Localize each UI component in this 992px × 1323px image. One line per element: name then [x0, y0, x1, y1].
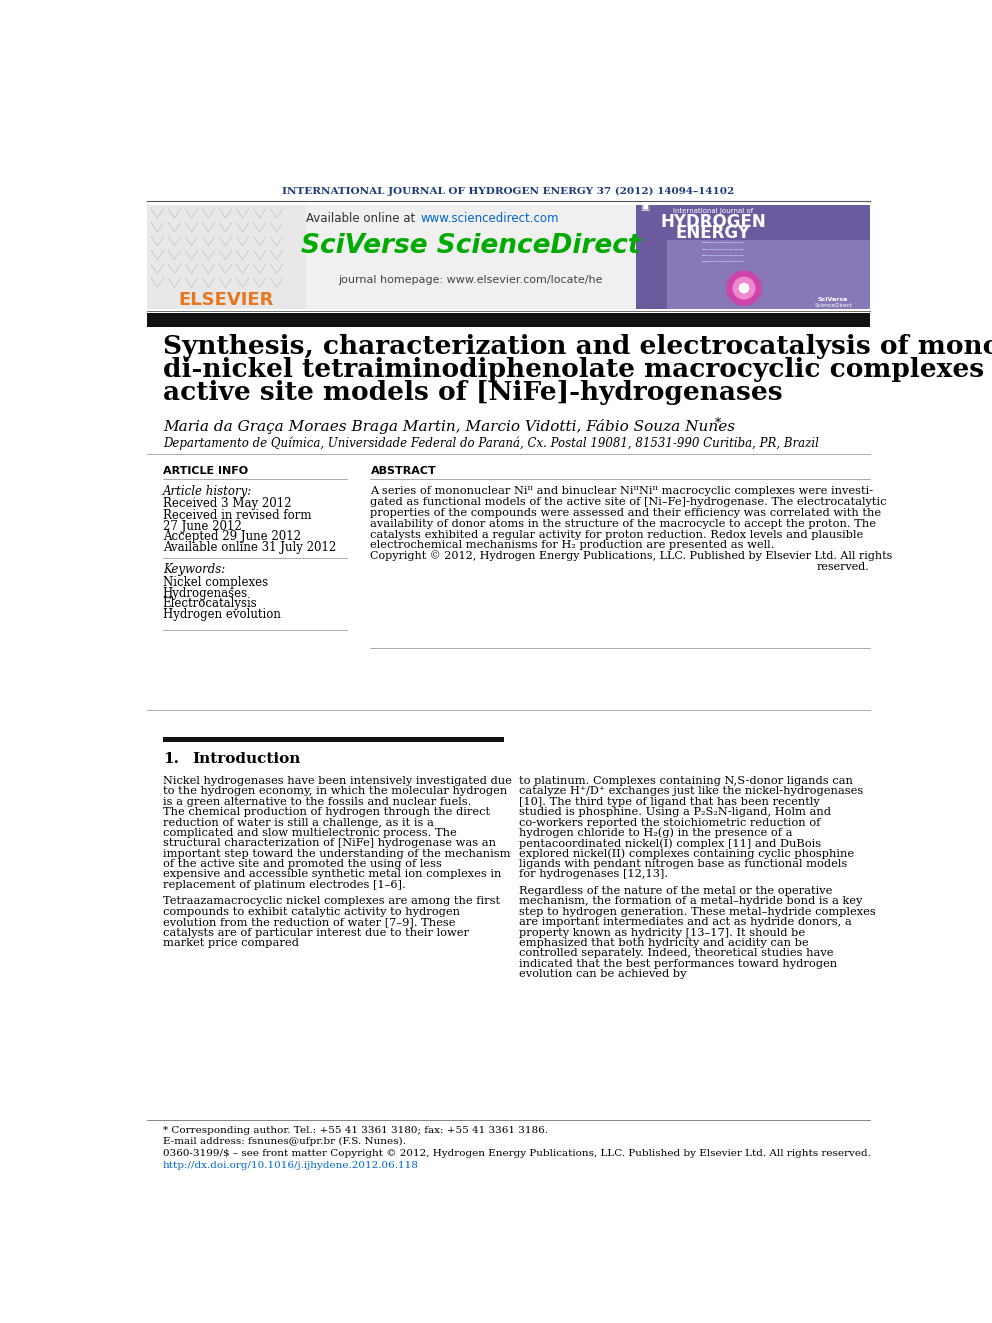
Text: gated as functional models of the active site of [Ni–Fe]-hydrogenase. The electr: gated as functional models of the active… — [370, 497, 887, 507]
Text: 1.: 1. — [163, 753, 179, 766]
Text: ABSTRACT: ABSTRACT — [370, 467, 436, 476]
Text: complicated and slow multielectronic process. The: complicated and slow multielectronic pro… — [163, 828, 456, 837]
Text: Hydrogen evolution: Hydrogen evolution — [163, 609, 281, 620]
Text: compounds to exhibit catalytic activity to hydrogen: compounds to exhibit catalytic activity … — [163, 906, 459, 917]
Text: INTERNATIONAL JOURNAL OF HYDROGEN ENERGY 37 (2012) 14094–14102: INTERNATIONAL JOURNAL OF HYDROGEN ENERGY… — [283, 187, 734, 196]
Text: studied is phosphine. Using a P₂S₂N-ligand, Holm and: studied is phosphine. Using a P₂S₂N-liga… — [519, 807, 831, 818]
Text: HYDROGEN: HYDROGEN — [660, 213, 766, 232]
Text: active site models of [NiFe]-hydrogenases: active site models of [NiFe]-hydrogenase… — [163, 380, 783, 405]
Text: evolution from the reduction of water [7–9]. These: evolution from the reduction of water [7… — [163, 917, 455, 927]
Text: Nickel hydrogenases have been intensively investigated due: Nickel hydrogenases have been intensivel… — [163, 775, 512, 786]
Text: to platinum. Complexes containing N,S-donor ligands can: to platinum. Complexes containing N,S-do… — [519, 775, 853, 786]
Text: availability of donor atoms in the structure of the macrocycle to accept the pro: availability of donor atoms in the struc… — [370, 519, 877, 529]
Text: evolution can be achieved by: evolution can be achieved by — [519, 970, 686, 979]
Text: property known as hydricity [13–17]. It should be: property known as hydricity [13–17]. It … — [519, 927, 806, 938]
Text: The chemical production of hydrogen through the direct: The chemical production of hydrogen thro… — [163, 807, 490, 818]
Text: indicated that the best performances toward hydrogen: indicated that the best performances tow… — [519, 959, 837, 968]
Text: Maria da Graça Moraes Braga Martin, Marcio Vidotti, Fábio Souza Nunes: Maria da Graça Moraes Braga Martin, Marc… — [163, 419, 735, 434]
Text: Nickel complexes: Nickel complexes — [163, 576, 268, 589]
Text: Synthesis, characterization and electrocatalysis of mono- and: Synthesis, characterization and electroc… — [163, 335, 992, 359]
Bar — [667, 239, 870, 308]
Bar — [147, 205, 307, 308]
Text: of the active site and promoted the using of less: of the active site and promoted the usin… — [163, 859, 441, 869]
Text: co-workers reported the stoichiometric reduction of: co-workers reported the stoichiometric r… — [519, 818, 820, 827]
Text: SciVerse ScienceDirect: SciVerse ScienceDirect — [301, 233, 640, 259]
Text: ENERGY: ENERGY — [676, 225, 750, 242]
Text: http://dx.doi.org/10.1016/j.ijhydene.2012.06.118: http://dx.doi.org/10.1016/j.ijhydene.201… — [163, 1160, 419, 1170]
Text: Tetraazamacrocyclic nickel complexes are among the first: Tetraazamacrocyclic nickel complexes are… — [163, 897, 500, 906]
Text: SciVerse: SciVerse — [818, 298, 848, 302]
Text: for hydrogenases [12,13].: for hydrogenases [12,13]. — [519, 869, 669, 880]
Text: di-nickel tetraiminodiphenolate macrocyclic complexes as: di-nickel tetraiminodiphenolate macrocyc… — [163, 357, 992, 382]
Text: A series of mononuclear Niᴵᴵ and binuclear NiᴵᴵNiᴵᴵ macrocyclic complexes were i: A series of mononuclear Niᴵᴵ and binucle… — [370, 487, 874, 496]
Text: reserved.: reserved. — [816, 562, 870, 572]
Text: ScienceDirect: ScienceDirect — [814, 303, 852, 308]
Text: Available online at: Available online at — [306, 212, 419, 225]
Text: * Corresponding author. Tel.: +55 41 3361 3180; fax: +55 41 3361 3186.: * Corresponding author. Tel.: +55 41 336… — [163, 1126, 548, 1135]
Text: ─────────────────: ───────────────── — [701, 259, 744, 265]
Text: controlled separately. Indeed, theoretical studies have: controlled separately. Indeed, theoretic… — [519, 949, 833, 958]
Text: structural characterization of [NiFe] hydrogenase was an: structural characterization of [NiFe] hy… — [163, 839, 496, 848]
Text: ─────────────────: ───────────────── — [701, 247, 744, 251]
Text: ─────────────────: ───────────────── — [701, 254, 744, 258]
Circle shape — [733, 278, 755, 299]
Text: properties of the compounds were assessed and their efficiency was correlated wi: properties of the compounds were assesse… — [370, 508, 882, 519]
Text: Available online 31 July 2012: Available online 31 July 2012 — [163, 541, 336, 554]
Text: reduction of water is still a challenge, as it is a: reduction of water is still a challenge,… — [163, 818, 434, 827]
Text: [10]. The third type of ligand that has been recently: [10]. The third type of ligand that has … — [519, 796, 820, 807]
Text: emphasized that both hydricity and acidity can be: emphasized that both hydricity and acidi… — [519, 938, 808, 949]
Text: is a green alternative to the fossils and nuclear fuels.: is a green alternative to the fossils an… — [163, 796, 471, 807]
Bar — [307, 205, 636, 308]
Text: 0360-3199/$ – see front matter Copyright © 2012, Hydrogen Energy Publications, L: 0360-3199/$ – see front matter Copyright… — [163, 1150, 871, 1158]
Text: ─────────────────: ───────────────── — [701, 242, 744, 246]
Bar — [163, 737, 504, 742]
Text: Hydrogenases: Hydrogenases — [163, 586, 248, 599]
Text: market price compared: market price compared — [163, 938, 299, 949]
Text: catalysts are of particular interest due to their lower: catalysts are of particular interest due… — [163, 927, 469, 938]
Text: Accepted 29 June 2012: Accepted 29 June 2012 — [163, 531, 301, 544]
Text: E-mail address: fsnunes@ufpr.br (F.S. Nunes).: E-mail address: fsnunes@ufpr.br (F.S. Nu… — [163, 1136, 406, 1146]
Text: Regardless of the nature of the metal or the operative: Regardless of the nature of the metal or… — [519, 886, 832, 896]
Text: ARTICLE INFO: ARTICLE INFO — [163, 467, 248, 476]
Text: pentacoordinated nickel(I) complex [11] and DuBois: pentacoordinated nickel(I) complex [11] … — [519, 837, 821, 848]
Text: catalysts exhibited a regular activity for proton reduction. Redox levels and pl: catalysts exhibited a regular activity f… — [370, 529, 864, 540]
Bar — [147, 312, 870, 327]
Bar — [636, 205, 870, 308]
Text: ligands with pendant nitrogen base as functional models: ligands with pendant nitrogen base as fu… — [519, 859, 847, 869]
Text: electrochemical mechanisms for H₂ production are presented as well.: electrochemical mechanisms for H₂ produc… — [370, 540, 775, 550]
Text: Received in revised form: Received in revised form — [163, 509, 311, 521]
Text: Introduction: Introduction — [192, 753, 301, 766]
Circle shape — [739, 283, 749, 292]
Text: step to hydrogen generation. These metal–hydride complexes: step to hydrogen generation. These metal… — [519, 906, 876, 917]
Text: journal homepage: www.elsevier.com/locate/he: journal homepage: www.elsevier.com/locat… — [338, 275, 603, 286]
Text: Departamento de Química, Universidade Federal do Paraná, Cx. Postal 19081, 81531: Departamento de Química, Universidade Fe… — [163, 437, 818, 450]
Text: Electrocatalysis: Electrocatalysis — [163, 597, 258, 610]
Text: www.sciencedirect.com: www.sciencedirect.com — [420, 212, 558, 225]
Text: important step toward the understanding of the mechanism: important step toward the understanding … — [163, 848, 510, 859]
Text: Received 3 May 2012: Received 3 May 2012 — [163, 497, 292, 511]
Circle shape — [727, 271, 761, 306]
Text: hydrogen chloride to H₂(g) in the presence of a: hydrogen chloride to H₂(g) in the presen… — [519, 828, 793, 839]
Text: ▣: ▣ — [640, 202, 650, 212]
Text: Copyright © 2012, Hydrogen Energy Publications, LLC. Published by Elsevier Ltd. : Copyright © 2012, Hydrogen Energy Public… — [370, 550, 893, 561]
Text: to the hydrogen economy, in which the molecular hydrogen: to the hydrogen economy, in which the mo… — [163, 786, 507, 796]
Text: ELSEVIER: ELSEVIER — [179, 291, 274, 308]
Text: *: * — [714, 417, 721, 430]
Text: mechanism, the formation of a metal–hydride bond is a key: mechanism, the formation of a metal–hydr… — [519, 897, 863, 906]
Text: expensive and accessible synthetic metal ion complexes in: expensive and accessible synthetic metal… — [163, 869, 501, 880]
Text: Keywords:: Keywords: — [163, 564, 225, 577]
Text: Article history:: Article history: — [163, 486, 252, 497]
Text: 27 June 2012: 27 June 2012 — [163, 520, 241, 533]
Text: are important intermediates and act as hydride donors, a: are important intermediates and act as h… — [519, 917, 852, 927]
Text: replacement of platinum electrodes [1–6].: replacement of platinum electrodes [1–6]… — [163, 880, 406, 890]
Text: catalyze H⁺/D⁺ exchanges just like the nickel-hydrogenases: catalyze H⁺/D⁺ exchanges just like the n… — [519, 786, 863, 796]
Text: explored nickel(II) complexes containing cyclic phosphine: explored nickel(II) complexes containing… — [519, 848, 854, 859]
Text: International Journal of: International Journal of — [673, 208, 753, 214]
